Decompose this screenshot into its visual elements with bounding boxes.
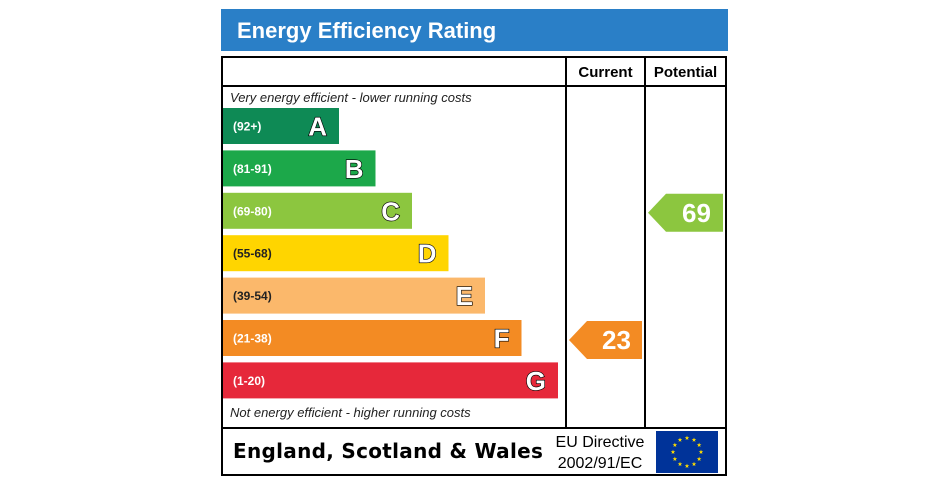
band-b: (81-91) B: [223, 150, 376, 187]
band-range-e: (39-54): [233, 289, 272, 303]
directive-line-2: 2002/91/EC: [558, 455, 643, 472]
band-bar-b: [223, 150, 376, 187]
band-letter-e: E: [456, 281, 473, 311]
band-range-b: (81-91): [233, 162, 272, 176]
eu-star-icon: [677, 437, 683, 442]
current-arrow-shape: [569, 321, 642, 359]
band-range-d: (55-68): [233, 247, 272, 261]
band-bar-g: [223, 362, 558, 399]
column-header-potential: Potential: [654, 64, 717, 81]
band-range-a: (92+): [233, 120, 261, 134]
band-bar-e: [223, 277, 485, 314]
band-letter-d: D: [418, 239, 437, 269]
eu-star-icon: [691, 461, 697, 467]
band-letter-a: A: [308, 112, 327, 142]
band-e: (39-54) E: [223, 277, 485, 314]
band-letter-b: B: [345, 154, 364, 184]
column-header-current: Current: [578, 64, 632, 81]
band-range-f: (21-38): [233, 332, 272, 346]
eu-star-icon: [684, 463, 690, 468]
potential-arrow-shape: [648, 193, 723, 232]
eu-star-icon: [696, 456, 702, 461]
region-label: England, Scotland & Wales: [233, 439, 543, 463]
rating-bands: (92+) A (81-91) B (69-80) C (55-68) D (39-54) E (2…: [223, 108, 558, 399]
potential-rating-arrow: 69: [648, 193, 723, 232]
eu-star-icon: [672, 456, 678, 461]
eu-star-icon: [684, 435, 690, 440]
eu-flag-icon: [656, 431, 718, 473]
current-rating-arrow: 23: [569, 321, 642, 359]
eu-star-icon: [691, 437, 697, 442]
chart-frame: [221, 56, 727, 476]
band-letter-g: G: [526, 366, 546, 396]
band-bar-d: [223, 235, 449, 272]
band-range-g: (1-20): [233, 374, 265, 388]
band-f: (21-38) F: [223, 320, 522, 356]
eu-star-icon: [696, 442, 702, 447]
chart-title: Energy Efficiency Rating: [237, 18, 496, 43]
top-note: Very energy efficient - lower running co…: [230, 90, 472, 105]
eu-star-icon: [698, 449, 704, 454]
eu-stars: [670, 435, 704, 468]
band-c: (69-80) C: [223, 192, 412, 229]
potential-score: 69: [682, 198, 711, 228]
band-d: (55-68) D: [223, 235, 449, 272]
band-bar-f: [223, 320, 522, 356]
eu-star-icon: [672, 442, 678, 447]
band-a: (92+) A: [223, 108, 339, 144]
eu-star-icon: [677, 461, 683, 467]
eu-star-icon: [670, 449, 676, 454]
band-range-c: (69-80): [233, 204, 272, 218]
directive-line-1: EU Directive: [556, 434, 645, 451]
band-bar-c: [223, 192, 412, 229]
bottom-note: Not energy efficient - higher running co…: [230, 405, 471, 420]
band-letter-c: C: [381, 196, 400, 226]
band-bar-a: [223, 108, 339, 144]
current-score: 23: [602, 325, 631, 355]
title-bar: [221, 9, 728, 51]
band-letter-f: F: [494, 324, 510, 354]
band-g: (1-20) G: [223, 362, 558, 399]
